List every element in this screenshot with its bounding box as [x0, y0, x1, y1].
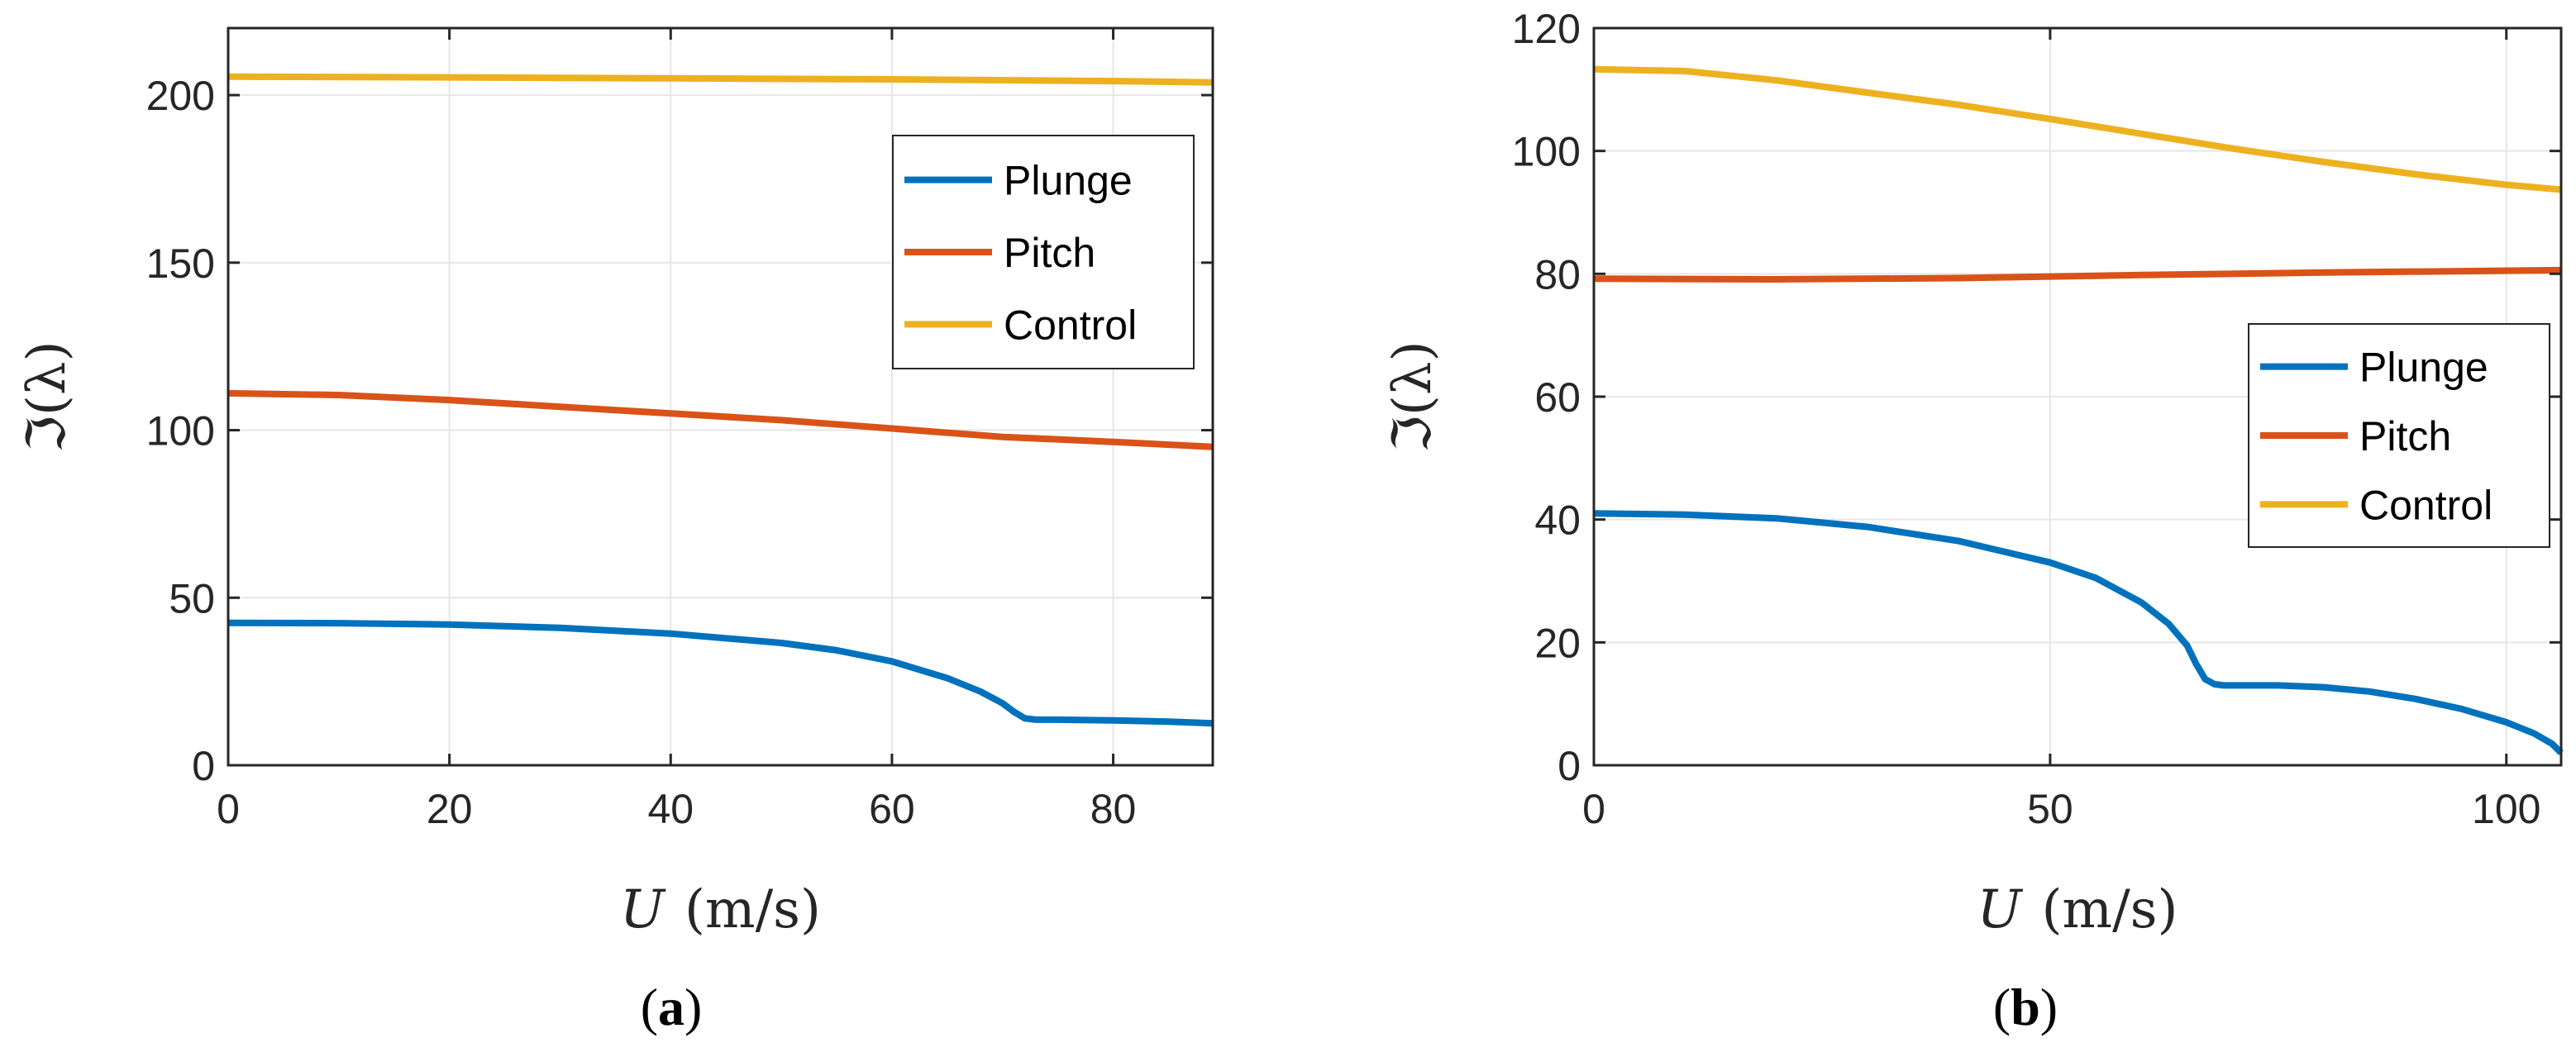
x-tick-label: 0 [1582, 786, 1605, 832]
x-axis-variable: U [620, 879, 666, 940]
y-tick-label: 0 [1558, 743, 1581, 789]
x-tick-label: 0 [217, 786, 240, 832]
panel-caption-close: ) [685, 978, 702, 1036]
chart-panel-a: 0 20 40 60 80 0 50 100 150 200 U (m/s) ℑ(λ) Plunge Pit… [17, 26, 1214, 1036]
panel-caption-close: ) [2040, 978, 2058, 1036]
y-tick-label: 80 [1534, 251, 1581, 298]
legend-label: Pitch [2359, 413, 2451, 459]
y-tick-label: 200 [146, 73, 215, 119]
y-tick-label: 60 [1534, 374, 1581, 421]
series-line-plunge [227, 619, 1214, 727]
y-tick-label: 150 [146, 240, 215, 287]
chart-panel-b: 0 50 100 0 20 40 60 80 100 120 U (m/s) ℑ(λ) Plunge Pit… [1382, 6, 2564, 1036]
panel-caption: (b) [1993, 978, 2058, 1036]
series-line-plunge [1593, 510, 2564, 755]
panel-caption-letter: a [658, 978, 685, 1036]
legend-label: Control [2359, 482, 2493, 528]
panel-caption-open: ( [1993, 978, 2011, 1036]
x-tick-label: 100 [2472, 786, 2540, 832]
y-tick-label: 120 [1512, 6, 1581, 52]
series-line-control [227, 73, 1214, 86]
panel-caption: (a) [641, 978, 703, 1036]
x-axis-variable: U [1977, 879, 2024, 940]
x-axis-unit: (m/s) [2041, 879, 2178, 940]
x-axis-label: U (m/s) [1977, 879, 2178, 940]
x-tick-label: 60 [869, 786, 915, 832]
y-tick-label: 100 [1512, 129, 1581, 175]
y-tick-label: 0 [192, 743, 215, 789]
x-tick-label: 20 [427, 786, 473, 832]
series-line-pitch [227, 389, 1214, 450]
series-line-control [1593, 65, 2562, 193]
y-tick-label: 100 [146, 408, 215, 455]
series-line-pitch [1593, 266, 2562, 283]
panel-caption-open: ( [641, 978, 658, 1036]
legend-label: Plunge [2359, 345, 2488, 391]
x-tick-label: 40 [647, 786, 694, 832]
x-axis-unit: (m/s) [685, 879, 821, 940]
x-tick-label: 80 [1090, 786, 1137, 832]
panel-caption-letter: b [2011, 978, 2040, 1036]
legend-label: Control [1004, 302, 1137, 348]
y-tick-label: 20 [1534, 620, 1581, 666]
y-axis-label: ℑ(λ) [17, 340, 78, 452]
y-tick-label: 40 [1534, 497, 1581, 544]
y-tick-label: 50 [169, 575, 215, 621]
legend: Plunge Pitch Control [892, 135, 1195, 369]
y-axis-label: ℑ(λ) [1382, 340, 1443, 452]
legend-label: Plunge [1004, 158, 1133, 204]
axes-box [227, 26, 1214, 767]
legend-label: Pitch [1004, 230, 1095, 276]
x-tick-label: 50 [2027, 786, 2073, 832]
x-axis-label: U (m/s) [620, 879, 821, 940]
legend: Plunge Pitch Control [2248, 323, 2550, 548]
